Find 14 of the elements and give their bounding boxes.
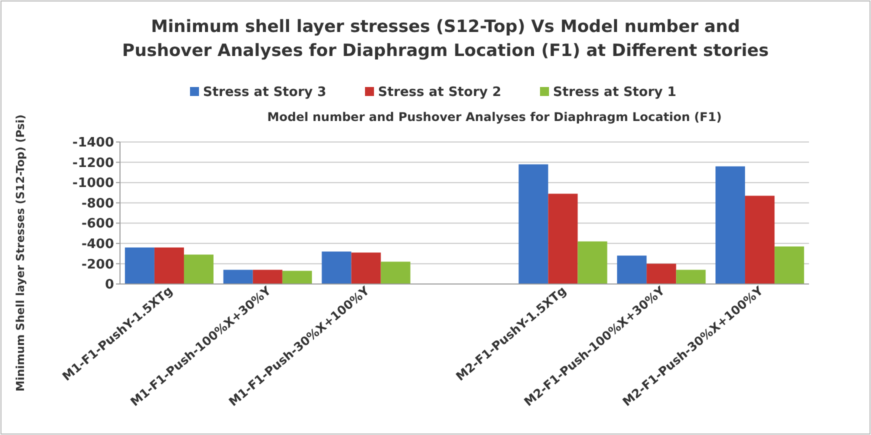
y-tick-label: -200 <box>81 257 114 272</box>
legend-label: Stress at Story 3 <box>203 85 326 100</box>
legend-label: Stress at Story 1 <box>553 85 676 100</box>
y-tick-label: -600 <box>81 216 114 232</box>
y-tick-label: -1400 <box>72 136 114 151</box>
legend-label: Stress at Story 2 <box>378 85 502 100</box>
y-axis-title: Minimum Shell layer Stresses (S12-Top) (Psi) <box>14 114 27 392</box>
y-tick-label: -1000 <box>72 176 114 192</box>
y-tick-label: 0 <box>104 278 114 293</box>
chart-title: Minimum shell layer stresses (S12-Top) Vs Model number and Pushover Analyses for Diaphragm Location (F1) at Different stories <box>122 17 769 61</box>
y-tick-label: -400 <box>81 236 114 252</box>
x-axis-title: Model number and Pushover Analyses for Diaphragm Location (F1) <box>267 110 722 124</box>
y-tick-label: -800 <box>81 196 114 212</box>
y-tick-label: -1200 <box>72 156 114 171</box>
